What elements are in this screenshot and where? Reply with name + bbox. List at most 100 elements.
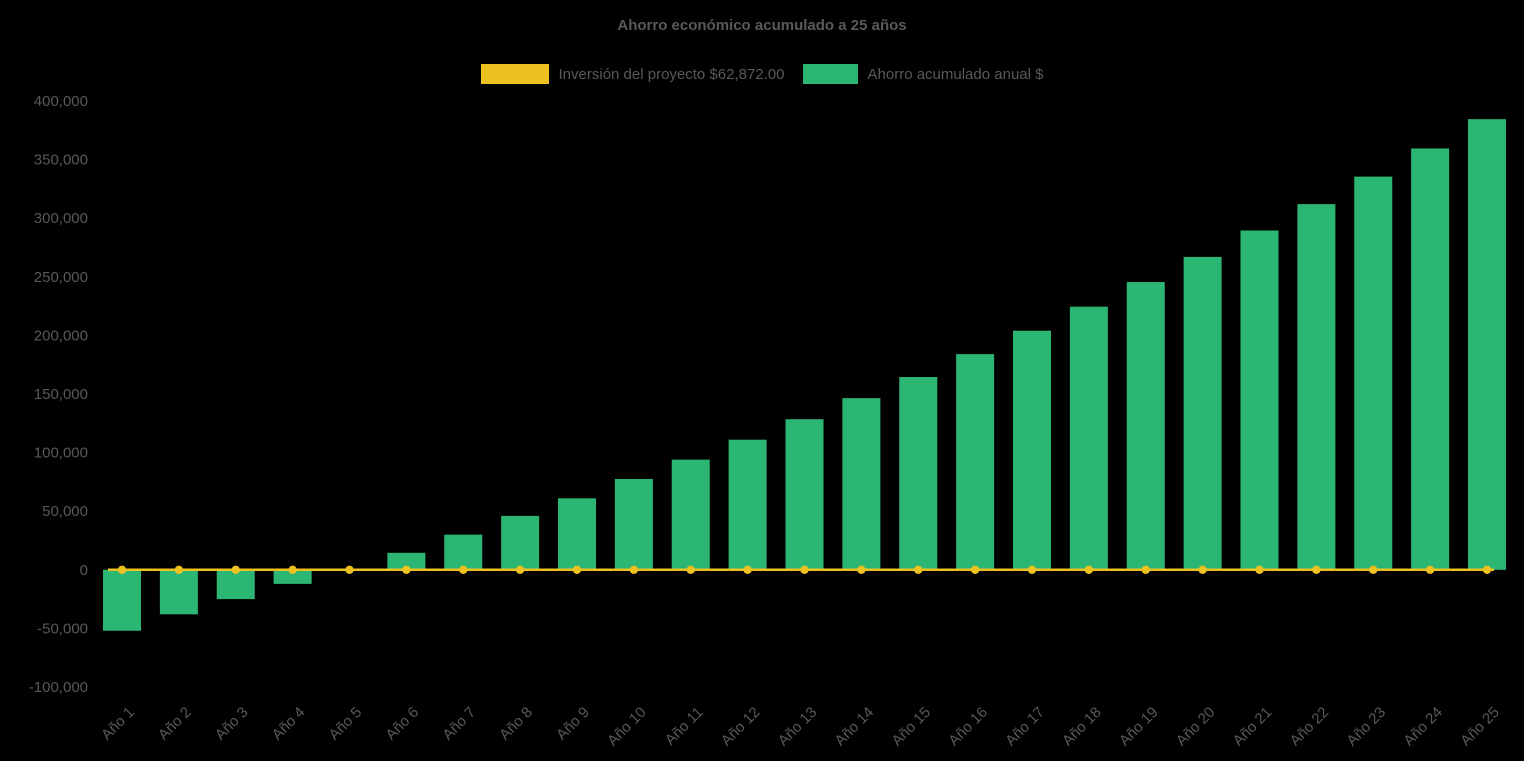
x-tick-label: Año 21 [1230,704,1276,750]
line-marker-icon [743,565,752,574]
chart-title: Ahorro económico acumulado a 25 años [617,17,907,34]
line-marker-icon [970,565,980,574]
bar [671,459,710,570]
svg-text:Año 22: Año 22 [1287,704,1333,750]
bar [842,398,881,570]
svg-text:Año 10: Año 10 [604,704,650,750]
bar [899,377,938,570]
x-tick-label: Año 16 [945,704,991,750]
bar [1468,119,1506,570]
legend-swatch-investment-icon [480,64,549,84]
svg-text:Año 25: Año 25 [1457,704,1503,750]
svg-text:Año 21: Año 21 [1230,704,1276,750]
line-marker-icon [800,565,809,574]
bar [1411,148,1450,570]
line-marker-icon [1255,565,1264,574]
line-marker-icon [1141,565,1150,574]
chart-legend: Inversión del proyecto $62,872.00 Ahorro… [0,64,1524,84]
legend-label-investment: Inversión del proyecto $62,872.00 [558,65,785,83]
x-tick-label: Año 23 [1343,704,1389,750]
line-marker-icon [402,565,411,574]
bar [558,498,596,570]
svg-text:Año 4: Año 4 [269,704,309,744]
x-tick-label: Año 22 [1287,704,1333,750]
svg-text:Año 16: Año 16 [945,704,991,750]
y-tick-label: 50,000 [42,503,88,520]
bar [387,552,426,570]
y-tick-label: 150,000 [34,386,88,403]
line-marker-icon [1084,565,1094,574]
bar [159,569,198,615]
bar [785,419,824,570]
line-marker-icon [629,565,639,574]
svg-text:Año 5: Año 5 [326,704,366,744]
x-tick-label: Año 15 [888,704,934,750]
x-tick-label: Año 17 [1002,704,1048,750]
bar [728,439,767,570]
x-tick-label: Año 5 [326,704,366,744]
x-tick-label: Año 10 [604,704,650,750]
x-tick-label: Año 8 [496,704,536,744]
line-marker-icon [459,565,468,574]
bar [956,354,995,570]
line-marker-icon [231,565,240,574]
svg-text:Año 19: Año 19 [1116,704,1162,750]
line-marker-icon [686,565,695,574]
line-marker-icon [1369,565,1378,574]
x-tick-label: Año 24 [1400,704,1446,750]
svg-text:Año 11: Año 11 [662,704,707,749]
svg-text:Año 12: Año 12 [718,704,764,750]
bar [103,569,141,631]
x-tick-label: Año 3 [212,704,252,744]
legend-label-savings: Ahorro acumulado anual $ [867,65,1044,83]
y-tick-label: 100,000 [34,445,88,462]
line-marker-icon [117,565,127,574]
bar [1013,330,1051,570]
x-tick-label: Año 7 [439,704,479,744]
x-tick-label: Año 12 [718,704,764,750]
x-tick-label: Año 2 [155,704,195,744]
y-tick-label: -50,000 [37,620,88,637]
y-tick-label: 250,000 [34,269,88,286]
bar [1183,256,1222,570]
svg-text:Año 9: Año 9 [553,704,593,744]
x-tick-label: Año 25 [1457,704,1503,750]
line-marker-icon [1027,565,1037,574]
line-marker-icon [857,565,866,574]
x-tick-label: Año 9 [553,704,593,744]
x-tick-label: Año 4 [269,704,309,744]
bar [501,515,540,570]
line-marker-icon [1198,565,1207,574]
svg-text:Año 23: Año 23 [1343,704,1389,750]
svg-text:Año 2: Año 2 [155,704,195,744]
svg-text:Año 20: Año 20 [1173,704,1219,750]
x-tick-label: Año 19 [1116,704,1162,750]
y-tick-label: 200,000 [34,327,88,344]
line-marker-icon [345,565,354,574]
line-marker-icon [572,565,582,574]
bar [1354,176,1393,570]
svg-text:Año 15: Año 15 [888,704,934,750]
line-marker-icon [1312,565,1321,574]
y-tick-label: -100,000 [29,679,88,696]
bar [614,478,653,570]
svg-text:Año 13: Año 13 [775,704,821,750]
svg-text:Año 1: Año 1 [98,704,138,744]
y-tick-label: 400,000 [34,93,88,110]
bar [1069,306,1108,570]
bar [444,534,483,570]
line-marker-icon [515,565,525,574]
svg-text:Año 6: Año 6 [382,704,422,744]
bar [273,569,312,584]
y-tick-label: 300,000 [34,210,88,227]
legend-item-investment: Inversión del proyecto $62,872.00 [480,64,785,84]
y-tick-label: 0 [80,562,88,579]
svg-text:Año 14: Año 14 [832,704,878,750]
legend-item-savings: Ahorro acumulado anual $ [802,64,1044,84]
svg-text:Año 8: Año 8 [496,704,536,744]
x-tick-label: Año 13 [775,704,821,750]
x-tick-label: Año 1 [98,704,138,744]
svg-text:Año 7: Año 7 [439,704,479,744]
line-marker-icon [174,565,184,574]
